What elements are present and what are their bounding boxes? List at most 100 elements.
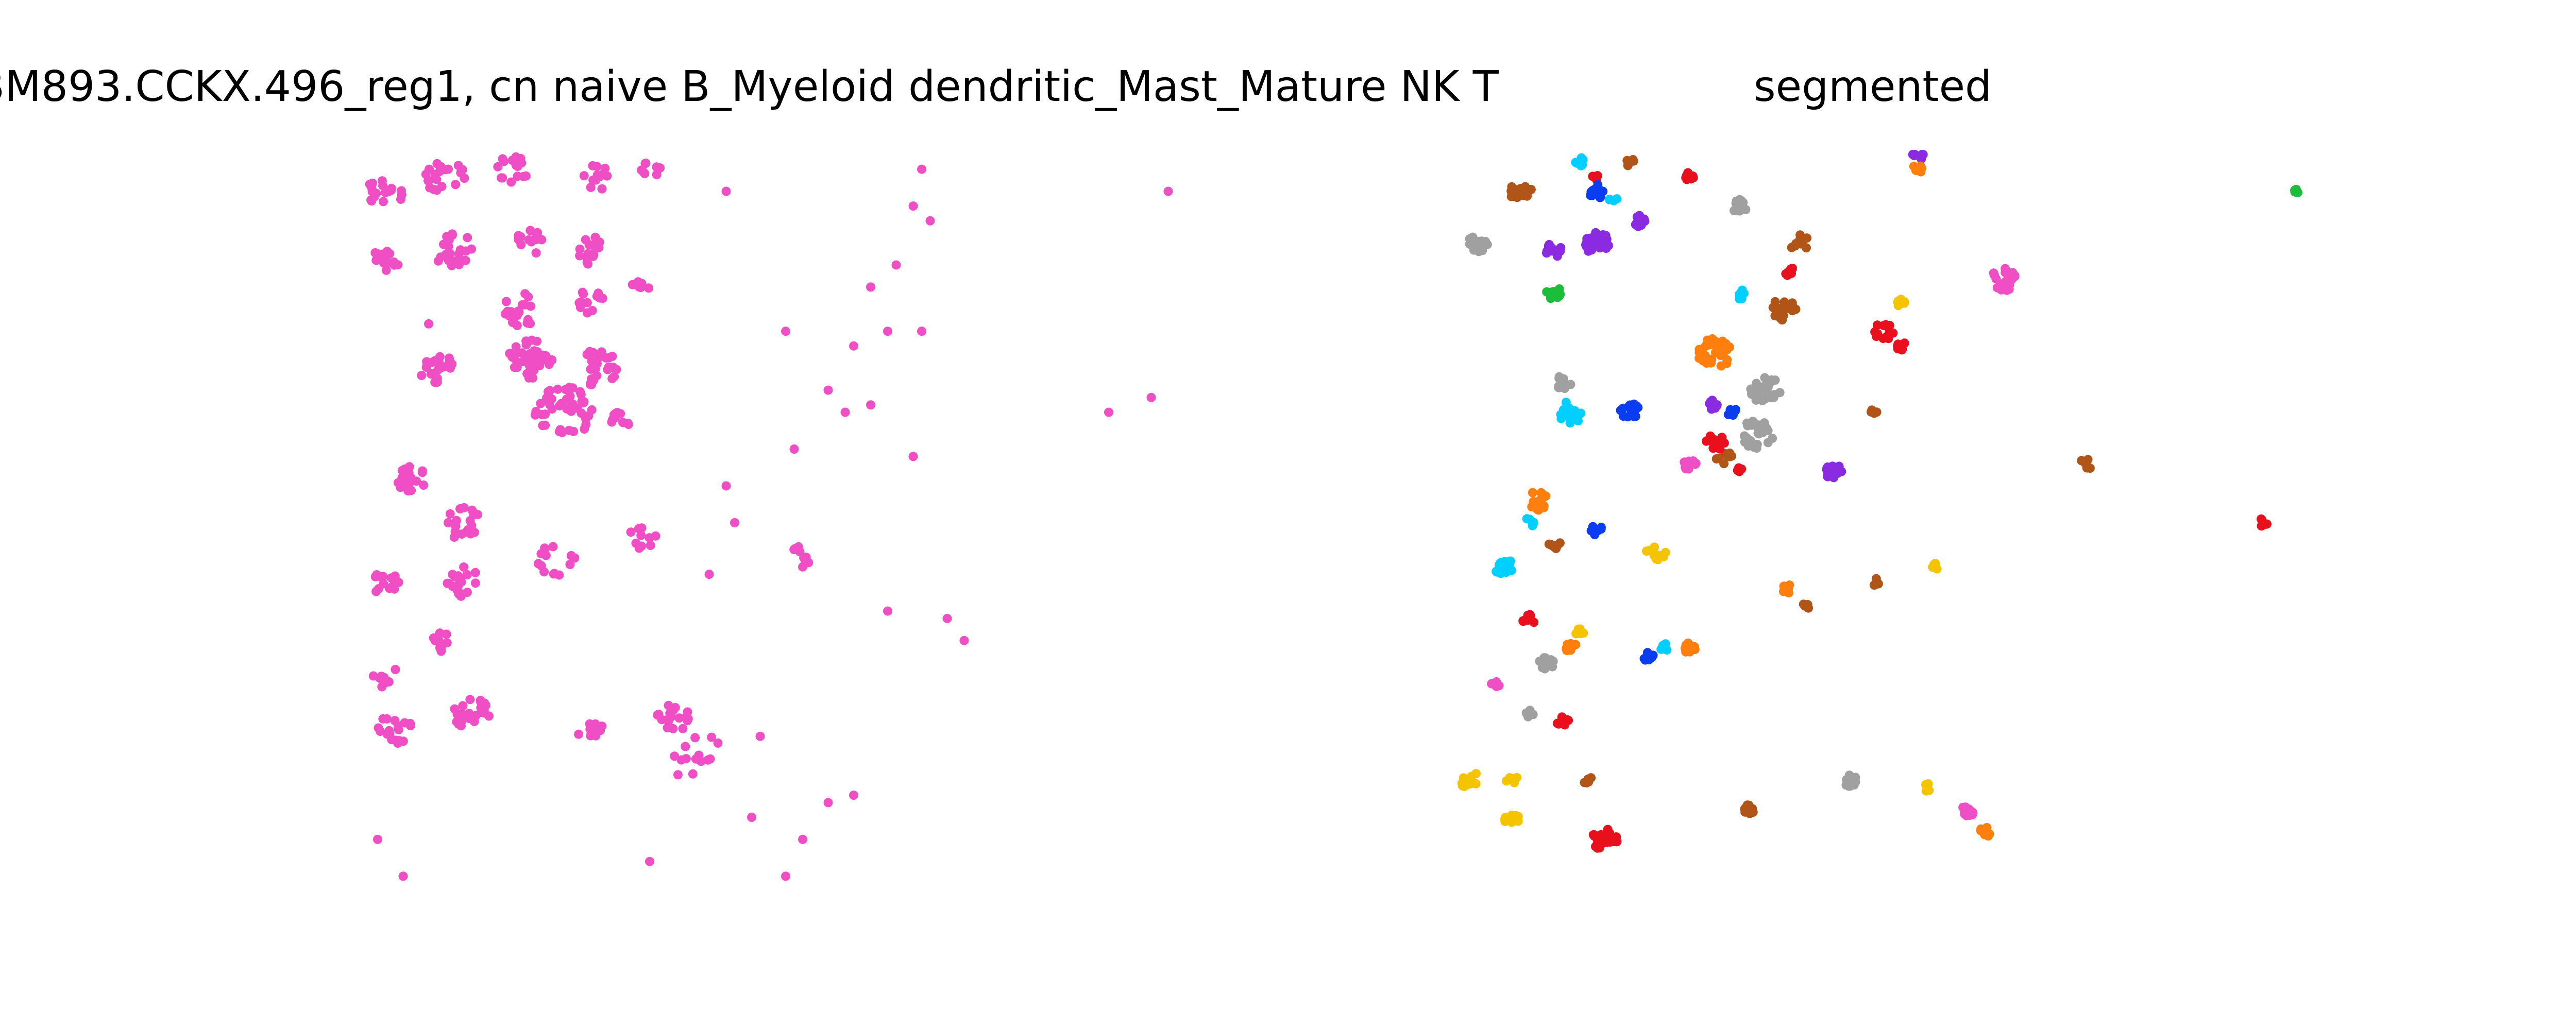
scatter-point xyxy=(573,403,583,413)
scatter-point xyxy=(540,544,550,554)
scatter-point xyxy=(609,372,619,382)
scatter-point xyxy=(384,726,394,735)
scatter-point xyxy=(464,714,474,723)
scatter-point xyxy=(1796,239,1805,249)
scatter-point xyxy=(1743,421,1753,431)
scatter-point xyxy=(1618,411,1628,421)
scatter-point xyxy=(1573,416,1583,426)
scatter-point xyxy=(1525,706,1535,715)
scatter-point xyxy=(462,570,472,579)
scatter-point xyxy=(421,169,431,179)
scatter-point xyxy=(1648,650,1658,660)
scatter-point xyxy=(365,179,375,189)
scatter-point xyxy=(612,365,621,374)
scatter-point xyxy=(531,248,541,258)
scatter-point xyxy=(1544,539,1554,549)
scatter-point xyxy=(1465,239,1475,249)
scatter-point xyxy=(666,712,675,722)
scatter-point xyxy=(1799,599,1808,609)
scatter-point xyxy=(381,265,391,275)
scatter-point xyxy=(549,569,558,579)
scatter-point xyxy=(721,186,731,196)
scatter-point xyxy=(548,542,558,552)
scatter-point xyxy=(628,280,637,289)
scatter-point xyxy=(504,311,514,320)
scatter-point xyxy=(575,251,585,261)
scatter-point xyxy=(378,714,388,724)
scatter-point xyxy=(431,636,440,646)
scatter-point xyxy=(840,407,850,417)
scatter-point xyxy=(1583,239,1593,249)
scatter-point xyxy=(1104,407,1113,417)
scatter-point xyxy=(1534,503,1544,512)
scatter-point xyxy=(574,298,584,308)
left-panel-title: HBM893.CCKX.496_reg1, cn naive B_Myeloid… xyxy=(0,62,1499,111)
scatter-point xyxy=(398,736,408,746)
scatter-point xyxy=(463,233,472,243)
scatter-point xyxy=(586,182,596,192)
scatter-point xyxy=(645,533,654,543)
scatter-point xyxy=(459,503,469,512)
scatter-point xyxy=(525,349,535,358)
scatter-point xyxy=(581,420,591,430)
scatter-point xyxy=(1768,303,1778,312)
scatter-point xyxy=(397,466,407,475)
scatter-point xyxy=(467,244,477,254)
scatter-point xyxy=(1882,332,1891,341)
scatter-point xyxy=(681,754,691,764)
scatter-point xyxy=(1928,562,1938,572)
scatter-point xyxy=(1716,345,1725,355)
scatter-point xyxy=(640,169,650,179)
scatter-point xyxy=(603,365,613,374)
scatter-point xyxy=(1542,248,1551,258)
scatter-point xyxy=(524,373,534,383)
scatter-point xyxy=(599,168,609,178)
scatter-point xyxy=(781,327,790,336)
scatter-point xyxy=(442,638,452,648)
scatter-point xyxy=(512,360,522,370)
scatter-point xyxy=(866,282,875,292)
scatter-point xyxy=(574,729,584,739)
scatter-point xyxy=(530,410,540,420)
scatter-point xyxy=(1605,828,1614,838)
scatter-point xyxy=(1735,294,1744,304)
scatter-point xyxy=(713,738,723,748)
scatter-point xyxy=(456,577,466,587)
scatter-point xyxy=(631,538,641,548)
scatter-point xyxy=(1594,187,1603,197)
scatter-point xyxy=(1752,443,1761,453)
scatter-point xyxy=(1578,155,1588,165)
scatter-point xyxy=(1524,514,1534,524)
scatter-point xyxy=(1708,399,1718,408)
scatter-point xyxy=(1788,306,1798,316)
scatter-point xyxy=(594,288,603,298)
scatter-point xyxy=(1558,405,1568,415)
scatter-point xyxy=(673,770,683,780)
scatter-point xyxy=(435,643,445,653)
scatter-point xyxy=(1870,580,1880,590)
scatter-point xyxy=(565,391,575,401)
scatter-point xyxy=(652,162,662,172)
scatter-point xyxy=(1760,373,1770,383)
scatter-point xyxy=(1561,382,1570,391)
scatter-point xyxy=(458,701,468,711)
scatter-point xyxy=(694,750,704,760)
scatter-point xyxy=(1552,251,1562,261)
scatter-point xyxy=(1565,418,1575,428)
scatter-point xyxy=(1503,557,1513,566)
scatter-point xyxy=(417,371,427,380)
right-panel-title: segmented xyxy=(1754,62,1992,111)
scatter-point xyxy=(383,258,393,267)
scatter-point xyxy=(641,158,651,168)
scatter-point xyxy=(535,354,545,364)
scatter-point xyxy=(644,283,653,293)
scatter-point xyxy=(526,301,535,311)
scatter-point xyxy=(1722,358,1732,368)
scatter-point xyxy=(1591,842,1601,851)
scatter-point xyxy=(798,834,807,844)
scatter-point xyxy=(1732,196,1741,206)
scatter-point xyxy=(1680,457,1689,467)
scatter-point xyxy=(455,245,465,255)
scatter-point xyxy=(1588,522,1598,531)
scatter-point xyxy=(435,628,445,638)
